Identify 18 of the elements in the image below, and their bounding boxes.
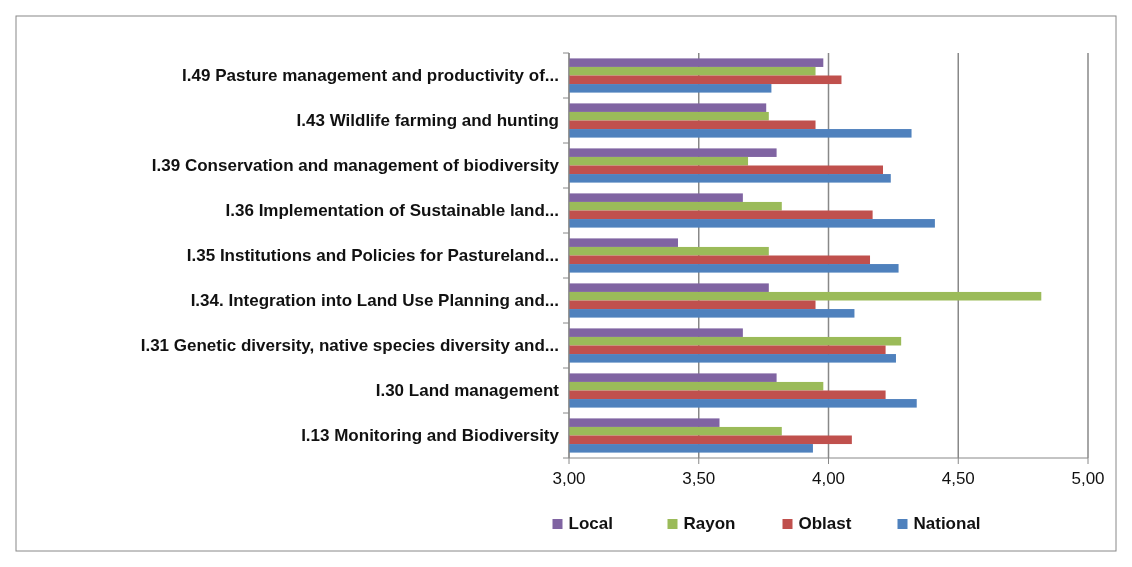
x-tick-label: 4,00 <box>811 469 846 488</box>
x-tick-label: 3,50 <box>682 469 716 488</box>
y-tick-label: I.43 Wildlife farming and hunting <box>296 111 559 131</box>
y-tick-label: I.49 Pasture management and productivity of... <box>182 66 559 86</box>
y-tick-label: I.30 Land management <box>375 381 560 401</box>
y-tick-label: I.31 Genetic diversity, native species diversity and... <box>140 336 559 356</box>
y-tick-label: I.13 Monitoring and Biodiversity <box>301 426 560 446</box>
y-tick-label: I.34. Integration into Land Use Planning and... <box>190 291 559 311</box>
y-tick-label: I.39 Conservation and management of biodiversity <box>151 156 560 176</box>
x-tick-label: 3,00 <box>552 469 586 488</box>
y-tick-label: I.36 Implementation of Sustainable land... <box>225 201 559 221</box>
x-tick-label: 4,50 <box>941 469 975 488</box>
x-tick-label: 5,00 <box>1071 469 1105 488</box>
legend-label: Rayon <box>683 514 736 533</box>
y-tick-label: I.35 Institutions and Policies for Pastureland... <box>186 246 559 266</box>
legend-label: Local <box>568 514 613 533</box>
legend-label: Oblast <box>798 514 852 533</box>
legend-label: National <box>913 514 981 533</box>
